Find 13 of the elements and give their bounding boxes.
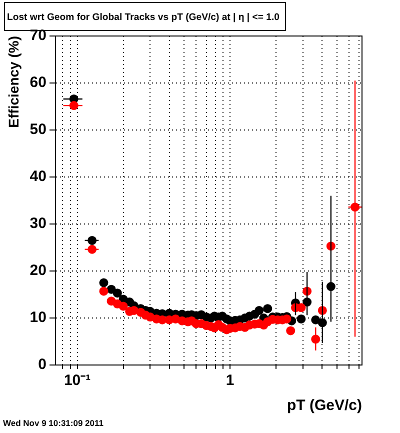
y-axis-title: Efficiency (%) xyxy=(5,36,22,128)
x-tick-label: 10⁻¹ xyxy=(64,372,91,390)
x-axis-title: pT (GeV/c) xyxy=(286,397,362,414)
y-tick-label: 60 xyxy=(30,74,46,92)
y-tick-label: 50 xyxy=(30,121,46,138)
y-tick-label: 30 xyxy=(30,215,46,232)
chart-title: Lost wrt Geom for Global Tracks vs pT (GeV/c) at | η | <= 1.0 xyxy=(7,12,280,23)
text: Wed Nov 9 10:31:09 2011 xyxy=(3,418,104,428)
y-tick-label: 0 xyxy=(38,356,46,374)
y-tick-label: 40 xyxy=(30,168,46,186)
x-tick-label: 1 xyxy=(226,372,234,390)
y-tick-label: 10 xyxy=(30,309,46,326)
y-tick-label: 20 xyxy=(30,262,46,280)
